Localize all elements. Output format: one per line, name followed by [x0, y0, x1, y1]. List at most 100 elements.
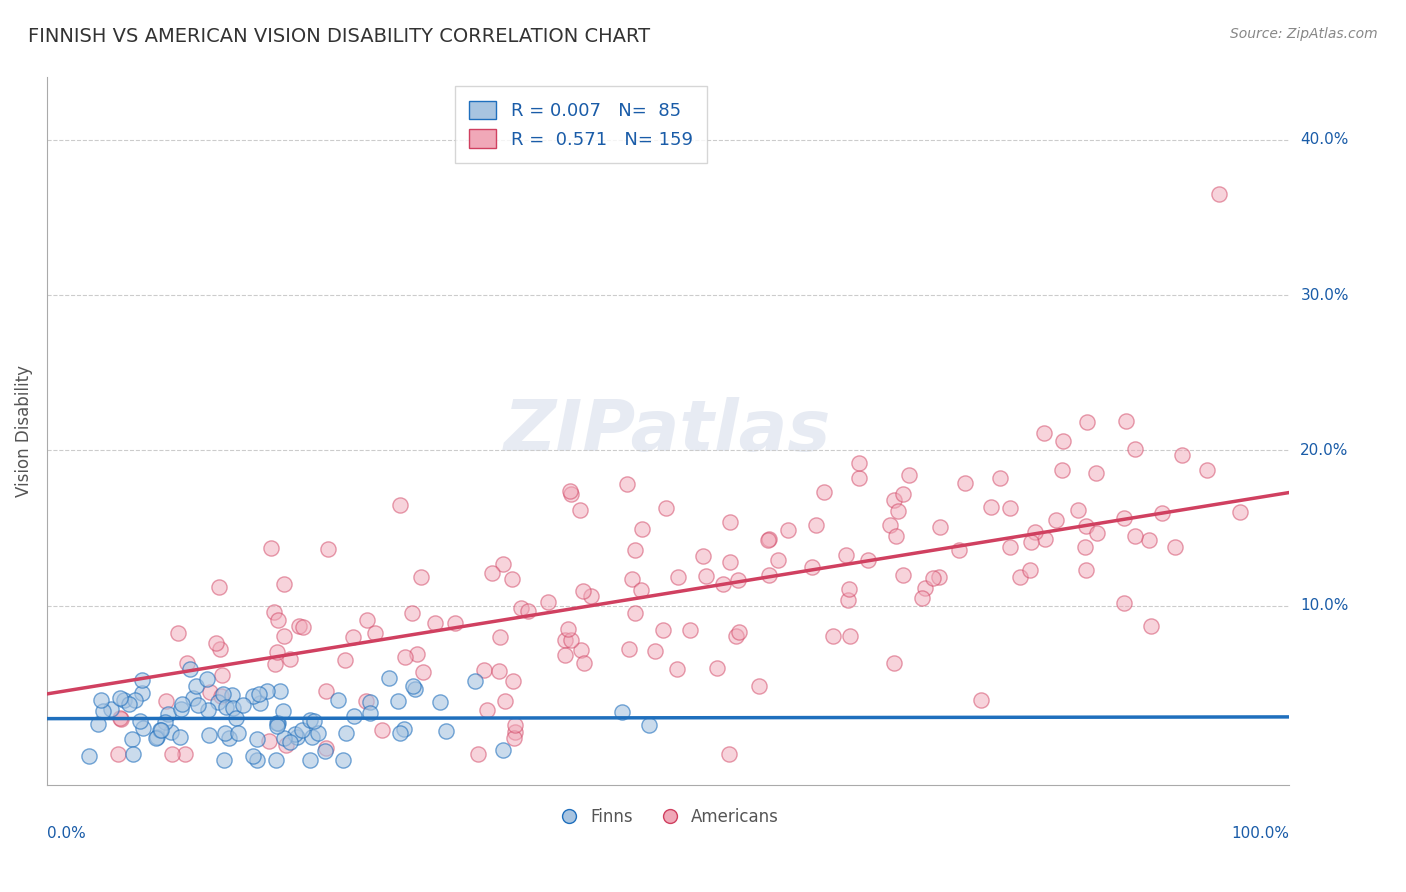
Americans [835, 548, 858, 562]
Americans [273, 629, 295, 643]
Americans [1019, 563, 1042, 577]
Finns [359, 695, 381, 709]
Finns [156, 706, 179, 721]
Americans [758, 568, 780, 582]
Americans [1137, 533, 1160, 547]
Americans [503, 718, 526, 732]
Americans [472, 663, 495, 677]
Americans [1229, 505, 1251, 519]
Americans [371, 723, 394, 737]
Americans [411, 570, 433, 584]
Americans [616, 477, 638, 491]
Americans [1112, 511, 1135, 525]
Americans [107, 747, 129, 761]
Finns [222, 701, 245, 715]
Americans [1163, 540, 1185, 554]
Americans [679, 624, 702, 638]
Finns [256, 683, 278, 698]
Americans [758, 532, 780, 546]
Americans [1112, 596, 1135, 610]
Finns [148, 723, 170, 737]
Americans [1008, 570, 1031, 584]
Americans [692, 549, 714, 564]
Text: 10.0%: 10.0% [1301, 599, 1348, 614]
Text: ZIPatlas: ZIPatlas [505, 397, 832, 466]
Finns [284, 726, 307, 740]
Americans [1085, 525, 1108, 540]
Text: 100.0%: 100.0% [1232, 826, 1289, 841]
Americans [335, 653, 357, 667]
Americans [644, 644, 666, 658]
Americans [204, 636, 226, 650]
Finns [637, 718, 659, 732]
Text: 20.0%: 20.0% [1301, 443, 1348, 458]
Finns [246, 732, 269, 747]
Finns [226, 725, 249, 739]
Finns [87, 716, 110, 731]
Text: 40.0%: 40.0% [1301, 132, 1348, 147]
Finns [301, 730, 323, 744]
Americans [208, 581, 231, 595]
Finns [278, 735, 301, 749]
Americans [176, 656, 198, 670]
Finns [402, 679, 425, 693]
Finns [246, 753, 269, 767]
Americans [264, 657, 287, 671]
Finns [198, 728, 221, 742]
Americans [1019, 535, 1042, 549]
Finns [307, 725, 329, 739]
Americans [579, 589, 602, 603]
Finns [232, 698, 254, 712]
Finns [242, 689, 264, 703]
Americans [838, 582, 860, 596]
Americans [356, 613, 378, 627]
Americans [211, 668, 233, 682]
Americans [155, 694, 177, 708]
Americans [711, 576, 734, 591]
Finns [211, 687, 233, 701]
Finns [181, 690, 204, 705]
Finns [124, 692, 146, 706]
Americans [718, 515, 741, 529]
Americans [980, 500, 1002, 515]
Americans [198, 685, 221, 699]
Americans [727, 573, 749, 587]
Finns [343, 709, 366, 723]
Americans [886, 529, 908, 543]
Americans [273, 577, 295, 591]
Finns [131, 673, 153, 687]
Americans [209, 689, 232, 703]
Americans [725, 629, 748, 643]
Finns [121, 731, 143, 746]
Americans [706, 661, 728, 675]
Americans [848, 456, 870, 470]
Finns [179, 662, 201, 676]
Americans [315, 741, 337, 756]
Finns [273, 731, 295, 746]
Americans [569, 643, 592, 657]
Americans [695, 569, 717, 583]
Americans [891, 568, 914, 582]
Americans [342, 630, 364, 644]
Finns [328, 693, 350, 707]
Americans [503, 731, 526, 745]
Americans [208, 642, 231, 657]
Americans [257, 734, 280, 748]
Finns [110, 691, 132, 706]
Americans [801, 559, 824, 574]
Americans [260, 541, 283, 556]
Americans [624, 607, 647, 621]
Finns [492, 743, 515, 757]
Text: Source: ZipAtlas.com: Source: ZipAtlas.com [1230, 27, 1378, 41]
Americans [652, 623, 675, 637]
Americans [288, 619, 311, 633]
Americans [467, 747, 489, 761]
Finns [389, 726, 412, 740]
Finns [91, 704, 114, 718]
Finns [249, 696, 271, 710]
Americans [1123, 529, 1146, 543]
Finns [610, 705, 633, 719]
Finns [225, 711, 247, 725]
Americans [1074, 519, 1097, 533]
Americans [998, 540, 1021, 554]
